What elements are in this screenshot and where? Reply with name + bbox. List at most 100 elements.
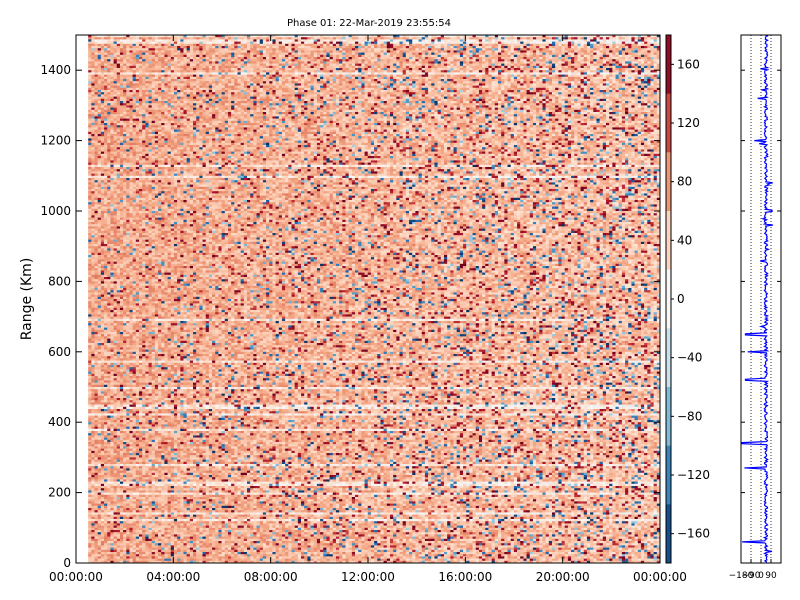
heatmap-cell	[631, 61, 635, 64]
heatmap-cell	[215, 92, 219, 95]
heatmap-cell	[447, 52, 451, 56]
heatmap-cell	[326, 39, 330, 42]
heatmap-cell	[409, 43, 413, 47]
heatmap-cell	[281, 85, 286, 89]
heatmap-cell	[513, 43, 518, 47]
heatmap-cell	[380, 74, 384, 78]
heatmap-cell	[580, 39, 585, 42]
heatmap-cell	[227, 72, 232, 75]
heatmap-cell	[377, 74, 381, 78]
heatmap-cell	[215, 68, 219, 71]
heatmap-cell	[517, 57, 521, 60]
heatmap-cell	[361, 43, 365, 47]
heatmap-cell	[132, 57, 137, 60]
heatmap-cell	[132, 79, 137, 82]
heatmap-cell	[558, 43, 562, 47]
heatmap-cell	[250, 81, 254, 84]
heatmap-cell	[281, 41, 286, 45]
heatmap-cell	[116, 76, 121, 80]
heatmap-cell	[367, 63, 372, 67]
heatmap-cell	[640, 39, 645, 42]
heatmap-cell	[88, 39, 92, 42]
heatmap-cell	[342, 61, 346, 64]
heatmap-cell	[186, 52, 191, 56]
heatmap-cell	[456, 41, 461, 45]
heatmap-cell	[545, 83, 550, 86]
heatmap-cell	[370, 41, 375, 45]
heatmap-cell	[345, 70, 349, 73]
heatmap-cell	[218, 57, 222, 60]
heatmap-cell	[294, 92, 299, 95]
heatmap-cell	[453, 81, 457, 84]
heatmap-cell	[456, 39, 461, 42]
heatmap-cell	[580, 54, 585, 58]
heatmap-cell	[332, 74, 337, 78]
heatmap-cell	[237, 37, 241, 40]
heatmap-cell	[358, 46, 362, 49]
heatmap-cell	[88, 81, 92, 84]
heatmap-cell	[237, 68, 241, 71]
heatmap-cell	[612, 35, 616, 38]
heatmap-cell	[119, 85, 124, 89]
heatmap-cell	[586, 50, 591, 53]
heatmap-cell	[418, 46, 423, 49]
heatmap-cell	[116, 61, 121, 64]
heatmap-cell	[361, 52, 365, 56]
heatmap-cell	[618, 68, 623, 71]
heatmap-cell	[142, 74, 146, 78]
heatmap-cell	[250, 72, 254, 75]
heatmap-cell	[558, 79, 562, 82]
heatmap-cell	[440, 48, 445, 51]
heatmap-cell	[281, 79, 286, 82]
heatmap-cell	[640, 92, 645, 95]
heatmap-cell	[164, 39, 168, 42]
heatmap-cell	[634, 57, 639, 60]
heatmap-cell	[148, 48, 153, 51]
heatmap-cell	[202, 65, 207, 69]
heatmap-cell	[342, 39, 346, 42]
heatmap-cell	[386, 83, 391, 86]
heatmap-cell	[383, 68, 388, 71]
heatmap-cell	[447, 59, 451, 62]
heatmap-cell	[599, 87, 604, 91]
heatmap-cell	[316, 87, 321, 91]
heatmap-cell	[208, 63, 213, 67]
heatmap-cell	[332, 41, 337, 45]
heatmap-cell	[154, 50, 159, 53]
heatmap-cell	[644, 74, 648, 78]
heatmap-cell	[316, 74, 321, 78]
heatmap-cell	[145, 50, 149, 53]
heatmap-cell	[262, 37, 267, 40]
heatmap-cell	[215, 72, 219, 75]
heatmap-cell	[389, 92, 394, 95]
heatmap-cell	[316, 72, 321, 75]
heatmap-cell	[113, 74, 118, 78]
heatmap-cell	[132, 87, 137, 91]
heatmap-cell	[100, 83, 105, 86]
heatmap-cell	[374, 63, 378, 67]
heatmap-cell	[377, 90, 381, 93]
heatmap-cell	[561, 57, 565, 60]
heatmap-cell	[173, 70, 178, 73]
heatmap-cell	[142, 61, 146, 64]
heatmap-cell	[507, 61, 511, 64]
heatmap-cell	[259, 57, 264, 60]
heatmap-cell	[539, 79, 543, 82]
heatmap-cell	[434, 50, 438, 53]
heatmap-cell	[377, 85, 381, 89]
heatmap-cell	[250, 43, 254, 47]
heatmap-cell	[367, 57, 372, 60]
heatmap-cell	[374, 61, 378, 64]
heatmap-cell	[326, 59, 330, 62]
heatmap-cell	[370, 83, 375, 86]
heatmap-cell	[164, 61, 168, 64]
heatmap-cell	[215, 48, 219, 51]
heatmap-cell	[421, 52, 426, 56]
heatmap-cell	[625, 79, 629, 82]
heatmap-cell	[278, 83, 283, 86]
heatmap-cell	[291, 61, 295, 64]
heatmap-cell	[644, 92, 648, 95]
heatmap-cell	[625, 39, 629, 42]
heatmap-cell	[542, 68, 546, 71]
heatmap-cell	[91, 61, 95, 64]
